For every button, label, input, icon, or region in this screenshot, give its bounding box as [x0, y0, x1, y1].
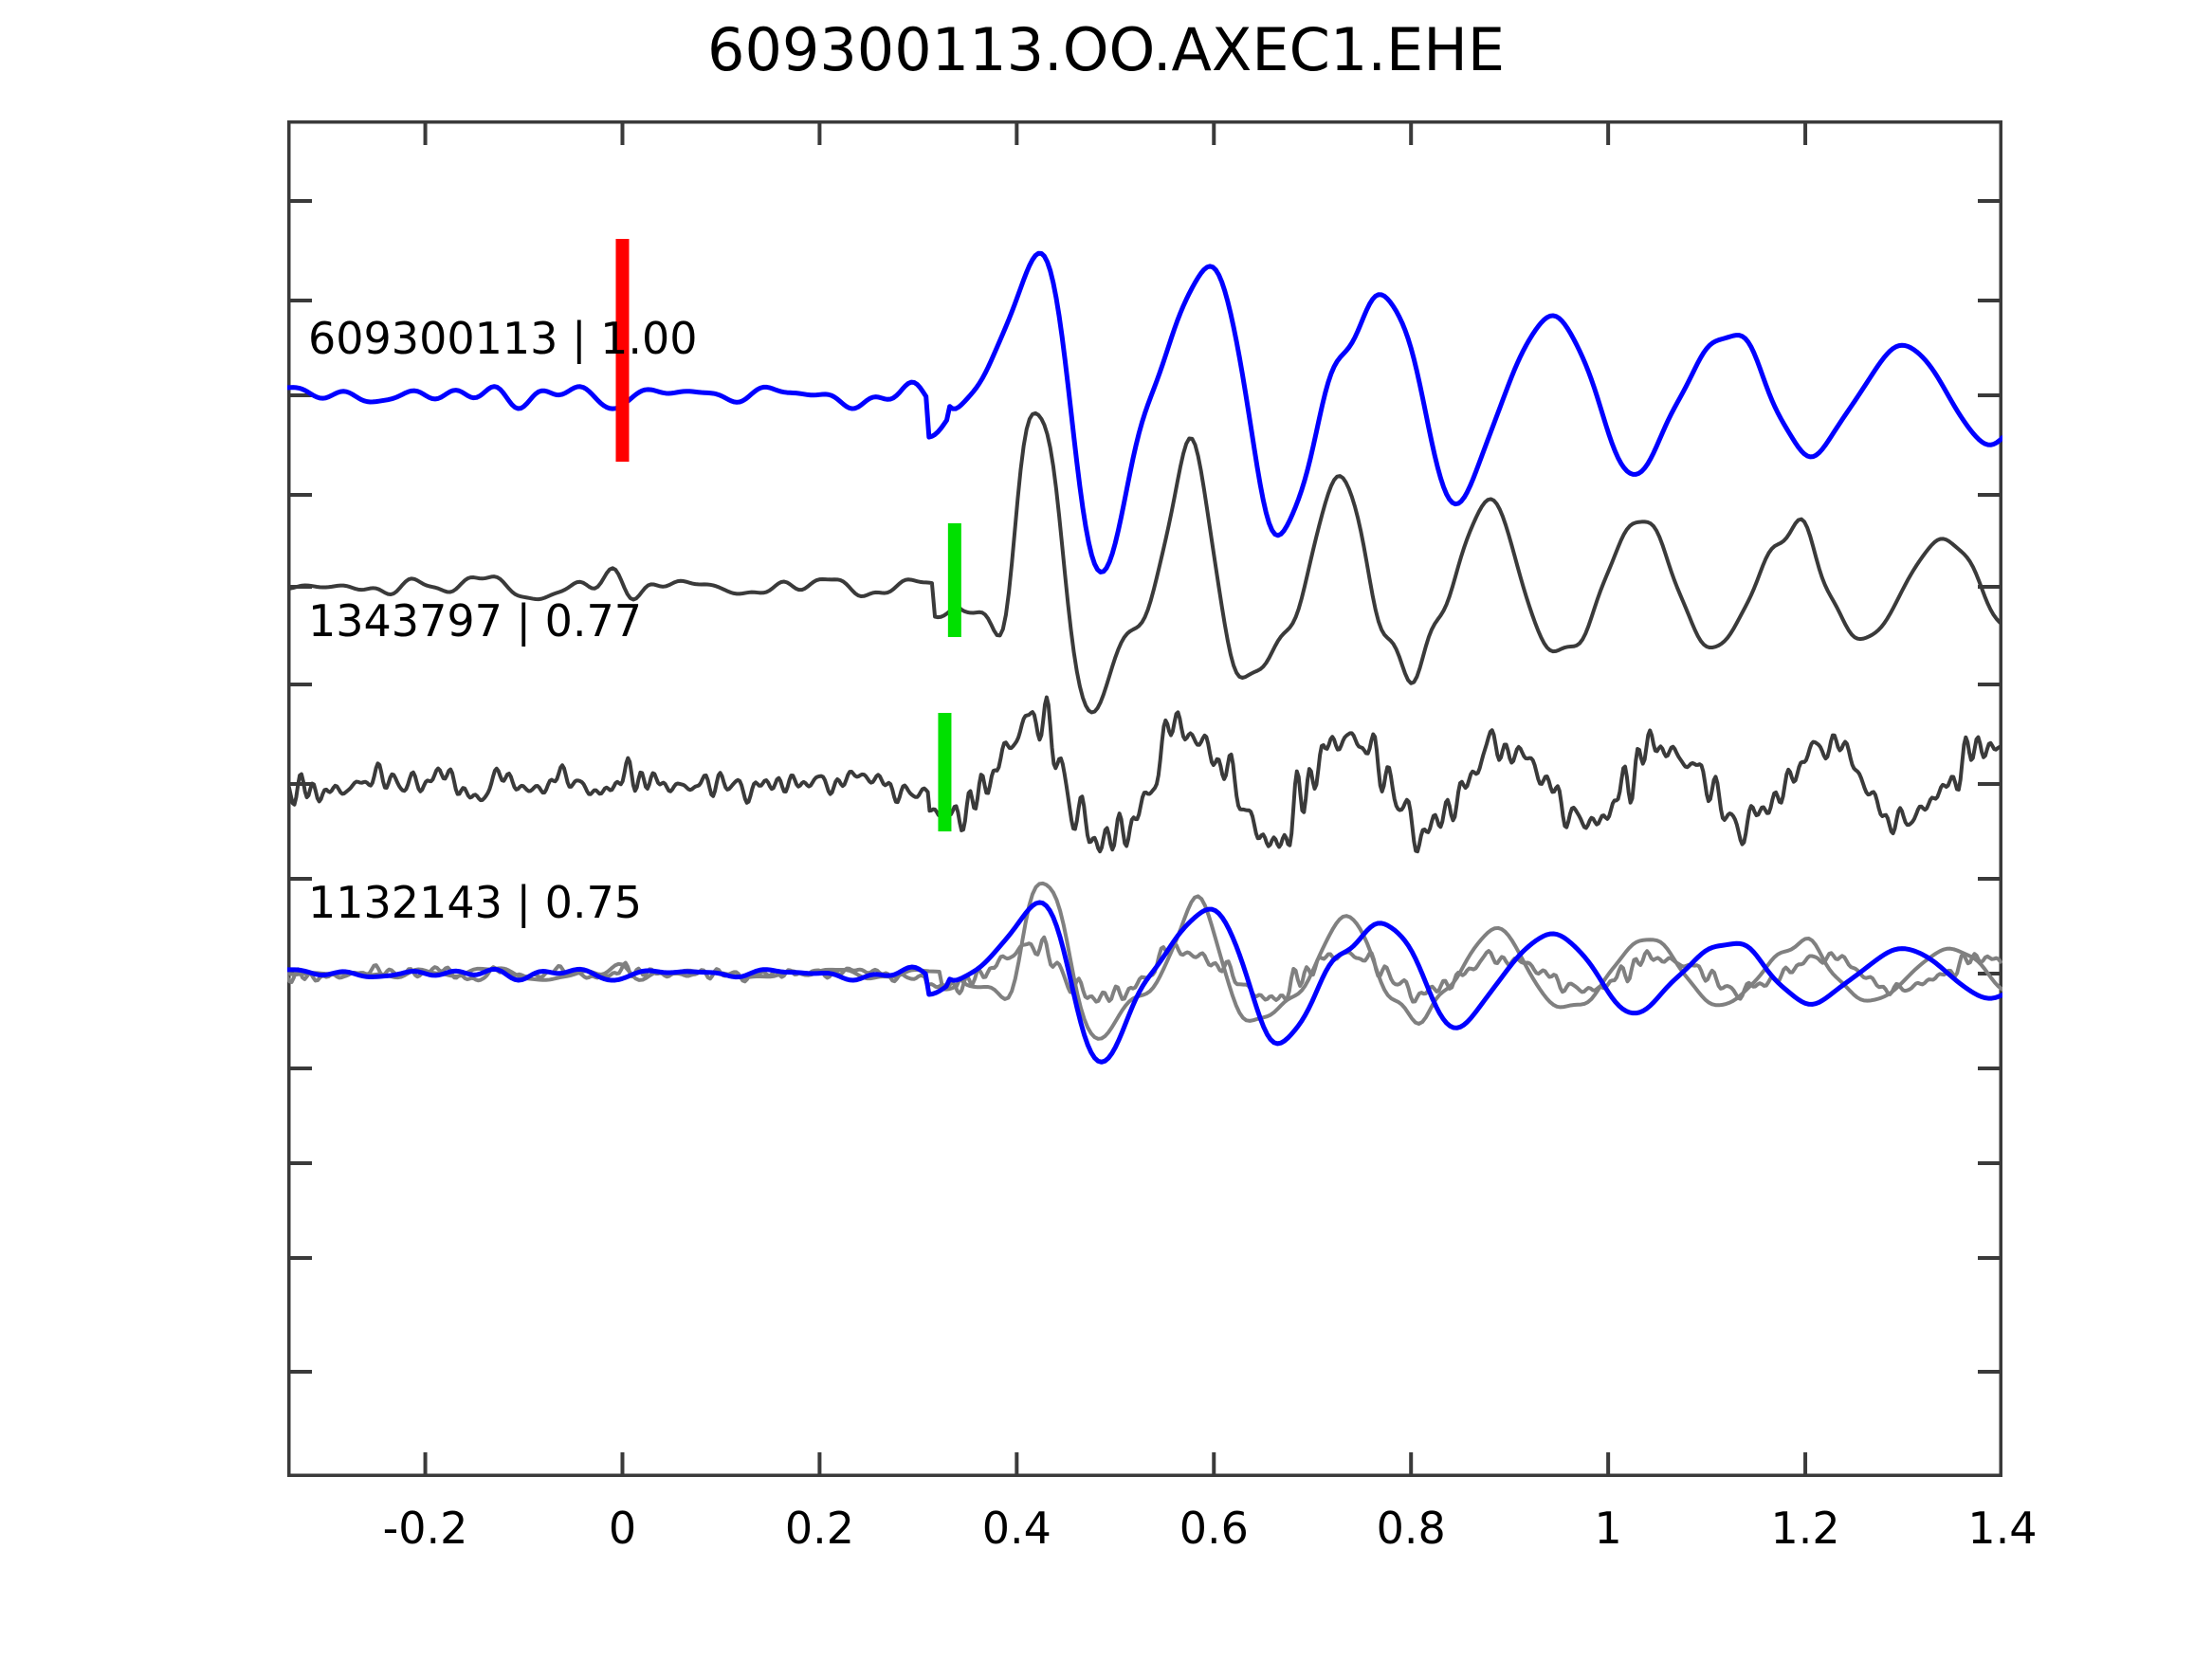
pick-marker-red-609300113[interactable]: [615, 239, 630, 462]
x-axis-tick-label: 0.6: [1179, 1503, 1249, 1554]
plot-area: [287, 120, 2002, 1477]
x-axis-tick-label: 0.2: [784, 1503, 854, 1554]
trace-label-1132143: 1132143 | 0.75: [308, 877, 643, 928]
x-axis-tick-label: 1: [1594, 1503, 1622, 1554]
x-axis-tick-label: -0.2: [382, 1503, 468, 1554]
page-title: 609300113.OO.AXEC1.EHE: [707, 15, 1505, 84]
trace-label-609300113: 609300113 | 1.00: [308, 313, 698, 364]
pick-marker-green-1343797[interactable]: [947, 523, 961, 637]
waveform-svg: [287, 120, 2002, 1477]
x-axis-tick-label: 0.4: [981, 1503, 1051, 1554]
x-axis-tick-label: 0: [608, 1503, 637, 1554]
trace-609300113: [287, 250, 2002, 574]
x-axis-tick-label: 1.4: [1967, 1503, 2038, 1554]
x-axis-tick-label: 1.2: [1770, 1503, 1840, 1554]
overlay-trace-blue: [287, 900, 2002, 1065]
x-axis-tick-label: 0.8: [1376, 1503, 1446, 1554]
overlay-trace-gray-1: [287, 881, 2002, 1041]
trace-1343797: [287, 410, 2002, 715]
trace-label-1343797: 1343797 | 0.77: [308, 595, 643, 647]
trace-1132143: [287, 695, 2002, 854]
plot-frame: [287, 120, 2002, 1477]
pick-marker-green-1132143[interactable]: [938, 713, 952, 831]
